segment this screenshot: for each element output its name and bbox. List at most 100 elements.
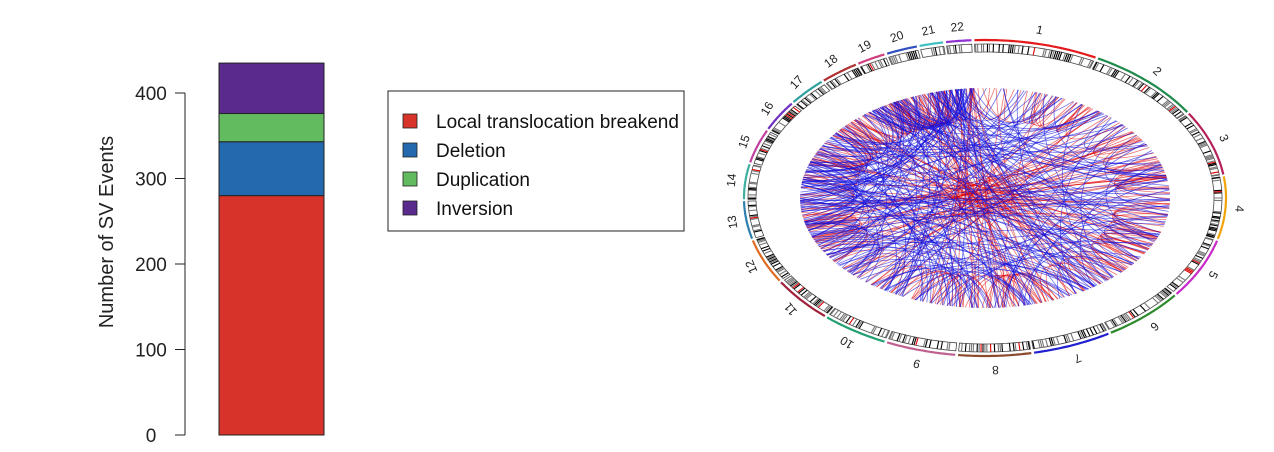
bar-segment-local-translocation-breakend <box>218 195 325 436</box>
cytoband <box>1155 294 1163 301</box>
cytoband <box>1045 338 1049 347</box>
ideogram <box>974 43 1095 69</box>
legend-swatch <box>402 113 418 129</box>
cytoband <box>1171 281 1180 288</box>
circos-link <box>805 198 1171 226</box>
cytoband <box>1199 144 1208 149</box>
cytoband <box>1191 131 1200 136</box>
chromosome-14 <box>742 163 762 200</box>
circos-link <box>818 243 974 308</box>
cytoband <box>1063 53 1068 62</box>
cytoband <box>753 229 762 233</box>
cytoband <box>1124 75 1131 83</box>
cytoband <box>1125 312 1132 320</box>
circos-link <box>916 271 939 302</box>
cytoband <box>1170 107 1179 114</box>
circos-link <box>1003 88 1138 262</box>
circos-link <box>914 269 1073 301</box>
cytoband <box>1054 51 1059 60</box>
circos-link <box>959 276 975 308</box>
legend-swatch <box>402 200 418 216</box>
chromosome-label: 19 <box>855 37 874 56</box>
circos-link <box>829 92 932 145</box>
chromosome-label: 14 <box>724 173 739 188</box>
circos-link <box>969 88 1062 123</box>
cytoband <box>1047 49 1051 58</box>
circos-link <box>938 91 1096 287</box>
legend-swatch <box>402 142 418 158</box>
circos-link <box>844 125 887 275</box>
cytoband <box>1212 211 1221 214</box>
circos-link <box>806 221 860 242</box>
chromosome-label: 20 <box>888 28 906 46</box>
cytoband <box>756 156 765 160</box>
circos-link <box>809 232 1063 299</box>
cytoband <box>896 333 901 342</box>
circos-link <box>810 161 1122 273</box>
cytoband <box>1168 105 1176 112</box>
cytoband <box>1176 277 1184 283</box>
chromosome-6 <box>1104 287 1176 334</box>
cytoband <box>839 312 846 320</box>
bar-segment-duplication <box>218 113 325 143</box>
cytoband <box>938 46 942 55</box>
cytoband <box>946 342 949 351</box>
chromosome-arc <box>767 102 793 130</box>
circos-link <box>895 92 941 295</box>
cytoband <box>749 181 758 184</box>
circos-link <box>800 187 1108 281</box>
cytoband <box>1112 69 1118 78</box>
cytoband <box>1089 327 1094 336</box>
cytoband <box>1206 233 1215 237</box>
cytoband <box>843 73 850 81</box>
cytoband <box>1094 62 1100 71</box>
cytoband <box>1144 87 1152 95</box>
cytoband <box>882 58 888 67</box>
cytoband <box>936 340 940 349</box>
chromosome-arc <box>742 163 751 200</box>
chromosome-label: 9 <box>911 356 921 371</box>
cytoband <box>760 147 769 152</box>
cytoband <box>1196 252 1205 257</box>
cytoband <box>1205 155 1214 159</box>
cytoband <box>769 133 777 138</box>
cytoband <box>940 341 944 350</box>
circos-link <box>1109 155 1162 173</box>
cytoband <box>894 55 899 64</box>
circos-link <box>959 276 969 308</box>
circos-link <box>971 88 1003 308</box>
cytoband <box>1032 47 1036 56</box>
cytoband <box>1051 50 1055 59</box>
cytoband <box>1032 340 1035 349</box>
cytoband <box>1209 226 1218 230</box>
cytoband <box>1117 316 1124 324</box>
cytoband <box>770 259 778 264</box>
bar-stack <box>218 62 325 436</box>
cytoband <box>762 247 771 252</box>
circos-link <box>814 239 1071 297</box>
cytoband <box>870 325 876 334</box>
chromosome-label: 18 <box>821 51 840 70</box>
cytoband <box>1041 48 1046 57</box>
circos-link <box>872 110 1156 241</box>
cytoband <box>1210 222 1219 226</box>
cytoband <box>1037 339 1041 348</box>
cytoband <box>1107 67 1113 76</box>
chromosome-11 <box>780 275 834 318</box>
cytoband <box>855 320 861 328</box>
cytoband <box>809 296 817 303</box>
cytoband <box>1002 44 1004 53</box>
circos-link <box>819 148 1168 215</box>
circos-link <box>931 92 1034 305</box>
cytoband <box>786 113 794 119</box>
circos-link <box>950 88 966 121</box>
cytoband <box>877 60 883 68</box>
circos-link <box>941 90 1161 234</box>
cytoband <box>1166 103 1174 110</box>
chromosome-4 <box>1205 176 1228 240</box>
circos-link <box>807 227 1092 289</box>
chromosome-label: 22 <box>950 19 965 34</box>
cytoband <box>1127 77 1134 85</box>
cytoband <box>928 339 932 348</box>
cytoband <box>826 306 833 314</box>
